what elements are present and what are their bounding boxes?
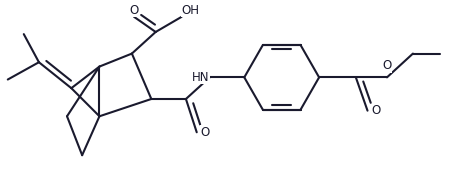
Text: O: O bbox=[129, 4, 138, 17]
Text: O: O bbox=[200, 126, 209, 139]
Text: OH: OH bbox=[182, 4, 200, 17]
Text: O: O bbox=[371, 104, 380, 117]
Text: HN: HN bbox=[192, 71, 210, 84]
Text: O: O bbox=[382, 59, 392, 72]
